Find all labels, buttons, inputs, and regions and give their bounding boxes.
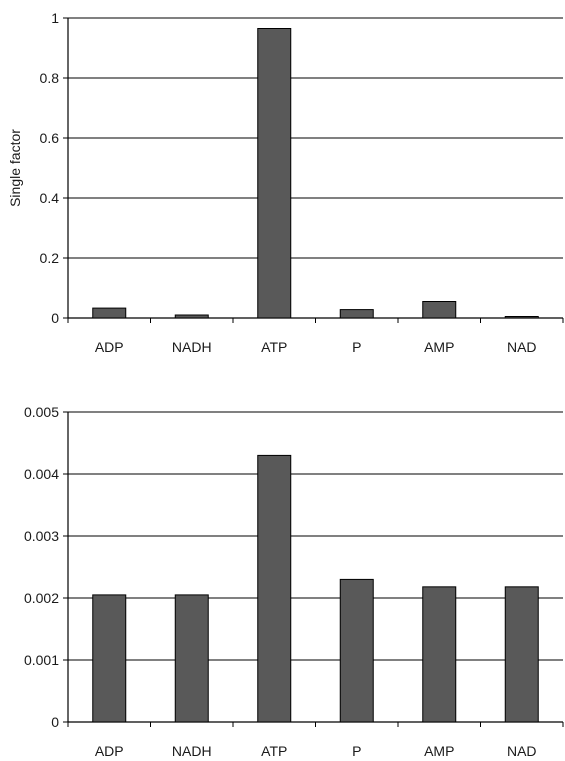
x-category-label: AMP [424,339,454,355]
x-category-label: AMP [424,743,454,759]
y-tick-label: 0.2 [40,250,60,266]
y-tick-label: 0.004 [24,466,59,482]
bar-adp [92,594,127,723]
y-tick-label: 0.003 [24,528,59,544]
y-tick-label: 0.005 [24,404,59,420]
bar-atp [257,454,292,723]
x-category-label: NAD [507,743,537,759]
bar-adp [92,307,127,319]
y-tick-label: 0.002 [24,590,59,606]
x-category-label: ADP [95,743,124,759]
x-category-label: ADP [95,339,124,355]
bar-nadh [174,314,209,319]
bar-amp [422,586,457,723]
x-category-label: ATP [261,743,287,759]
bar-atp [257,28,292,319]
y-tick-label: 0.6 [40,130,60,146]
y-axis-title: Single factor [7,129,23,207]
bar-p [339,309,374,319]
bar-nad [504,316,539,319]
x-category-label: NADH [172,339,212,355]
y-tick-label: 1 [51,10,59,26]
x-category-label: P [352,339,361,355]
x-category-label: ATP [261,339,287,355]
y-tick-label: 0.001 [24,652,59,668]
y-tick-label: 0 [51,714,59,730]
x-category-label: NADH [172,743,212,759]
bar-nad [504,586,539,723]
bar-p [339,578,374,723]
x-category-label: P [352,743,361,759]
bar-amp [422,301,457,319]
y-tick-label: 0.4 [40,190,60,206]
bar-nadh [174,594,209,723]
y-tick-label: 0.8 [40,70,60,86]
x-category-label: NAD [507,339,537,355]
y-tick-label: 0 [51,310,59,326]
